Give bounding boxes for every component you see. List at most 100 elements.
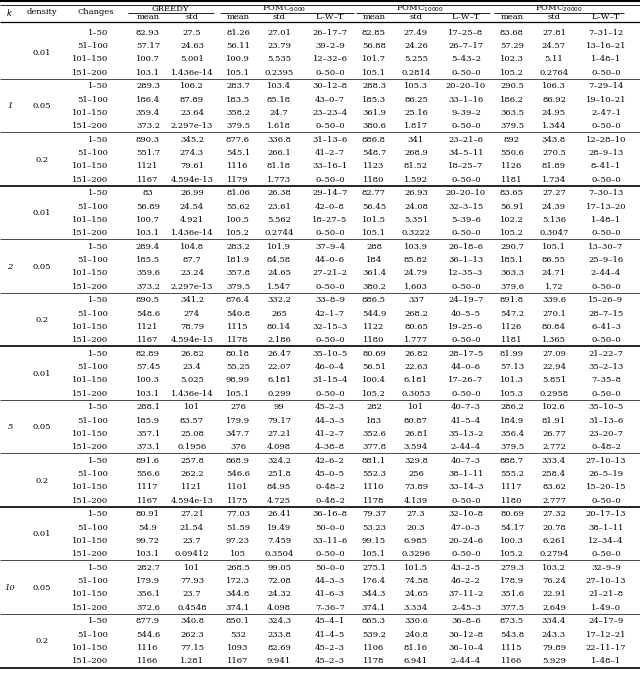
Text: 379.6: 379.6 xyxy=(500,283,524,291)
Text: 6.261: 6.261 xyxy=(542,537,566,545)
Text: 185.9: 185.9 xyxy=(136,416,160,425)
Text: 289.4: 289.4 xyxy=(136,243,160,251)
Text: 276: 276 xyxy=(230,403,246,411)
Text: 1115: 1115 xyxy=(227,323,249,331)
Text: 103.2: 103.2 xyxy=(542,564,566,572)
Text: 1.344: 1.344 xyxy=(542,122,566,130)
Text: 44–3–3: 44–3–3 xyxy=(315,416,345,425)
Text: Changes: Changes xyxy=(77,8,115,16)
Text: 2.297e-13: 2.297e-13 xyxy=(171,283,213,291)
Text: 33–16–1: 33–16–1 xyxy=(312,162,348,170)
Text: 1.773: 1.773 xyxy=(267,176,291,184)
Text: 1–48–1: 1–48–1 xyxy=(591,55,621,64)
Text: 105.2: 105.2 xyxy=(226,229,250,237)
Text: 5–43–2: 5–43–2 xyxy=(451,55,481,64)
Text: 51–100: 51–100 xyxy=(77,524,108,531)
Text: 0–50–0: 0–50–0 xyxy=(451,176,481,184)
Text: 1093: 1093 xyxy=(227,644,249,652)
Text: 5.929: 5.929 xyxy=(542,657,566,665)
Text: 4.725: 4.725 xyxy=(267,497,291,505)
Text: L–W–T: L–W–T xyxy=(316,13,344,21)
Text: 333.4: 333.4 xyxy=(542,457,566,464)
Text: 344.8: 344.8 xyxy=(226,590,250,598)
Text: 290.5: 290.5 xyxy=(500,82,524,90)
Text: 45–2–3: 45–2–3 xyxy=(315,657,345,665)
Text: 377.5: 377.5 xyxy=(500,604,524,612)
Text: L–W–T: L–W–T xyxy=(452,13,480,21)
Text: 20–20–10: 20–20–10 xyxy=(446,189,486,197)
Text: 82.69: 82.69 xyxy=(267,644,291,652)
Text: 101: 101 xyxy=(184,564,200,572)
Text: 78.79: 78.79 xyxy=(180,323,204,331)
Text: 1.365: 1.365 xyxy=(542,337,566,344)
Text: 0–50–0: 0–50–0 xyxy=(591,550,621,558)
Text: 27.27: 27.27 xyxy=(542,189,566,197)
Text: 873.5: 873.5 xyxy=(500,617,524,625)
Text: 102.6: 102.6 xyxy=(542,403,566,411)
Text: 0–50–0: 0–50–0 xyxy=(315,283,345,291)
Text: 240.8: 240.8 xyxy=(404,631,428,639)
Text: 0.2744: 0.2744 xyxy=(264,229,294,237)
Text: 105.1: 105.1 xyxy=(226,69,250,77)
Text: 31–13–6: 31–13–6 xyxy=(312,136,348,144)
Text: 24.7: 24.7 xyxy=(269,109,289,117)
Text: 26–5–19: 26–5–19 xyxy=(588,470,623,478)
Text: 886.8: 886.8 xyxy=(362,136,386,144)
Text: 56.45: 56.45 xyxy=(362,203,386,210)
Text: std: std xyxy=(186,13,198,21)
Text: 357.8: 357.8 xyxy=(226,270,250,277)
Text: 41–5–4: 41–5–4 xyxy=(451,416,481,425)
Text: 31–15–4: 31–15–4 xyxy=(312,377,348,385)
Text: 0–50–0: 0–50–0 xyxy=(315,337,345,344)
Text: 36–16–8: 36–16–8 xyxy=(312,510,348,518)
Text: 100.4: 100.4 xyxy=(362,377,386,385)
Text: 179.9: 179.9 xyxy=(226,416,250,425)
Text: 361.4: 361.4 xyxy=(362,270,386,277)
Text: 1178: 1178 xyxy=(364,657,385,665)
Text: 51–100: 51–100 xyxy=(77,631,108,639)
Text: 1179: 1179 xyxy=(227,176,249,184)
Text: 100.3: 100.3 xyxy=(136,377,160,385)
Text: 17–26–7: 17–26–7 xyxy=(449,377,484,385)
Text: 27–10–13: 27–10–13 xyxy=(586,457,627,464)
Text: 324.2: 324.2 xyxy=(267,457,291,464)
Text: 28–7–15: 28–7–15 xyxy=(588,310,623,318)
Text: 26.81: 26.81 xyxy=(404,430,428,438)
Text: 0.01: 0.01 xyxy=(33,530,51,538)
Text: 50–0–0: 50–0–0 xyxy=(315,524,345,531)
Text: 22–11–17: 22–11–17 xyxy=(586,644,627,652)
Text: 0–50–0: 0–50–0 xyxy=(591,283,621,291)
Text: 27.21: 27.21 xyxy=(180,510,204,518)
Text: 83.68: 83.68 xyxy=(500,28,524,37)
Text: 100.3: 100.3 xyxy=(500,537,524,545)
Text: 876.4: 876.4 xyxy=(226,296,250,304)
Text: 106.2: 106.2 xyxy=(180,82,204,90)
Text: 103.1: 103.1 xyxy=(136,550,160,558)
Text: 1101: 1101 xyxy=(227,483,249,491)
Text: 51–100: 51–100 xyxy=(77,310,108,318)
Text: 345.2: 345.2 xyxy=(180,136,204,144)
Text: 24.57: 24.57 xyxy=(542,42,566,50)
Text: 377.8: 377.8 xyxy=(362,443,386,452)
Text: 1121: 1121 xyxy=(138,162,159,170)
Text: 105.2: 105.2 xyxy=(500,550,524,558)
Text: 12–34–4: 12–34–4 xyxy=(588,537,624,545)
Text: 1180: 1180 xyxy=(364,337,385,344)
Text: 3.594: 3.594 xyxy=(404,443,428,452)
Text: 888.7: 888.7 xyxy=(500,457,524,464)
Text: 20–24–6: 20–24–6 xyxy=(449,537,483,545)
Text: 3.334: 3.334 xyxy=(404,604,428,612)
Text: 25.16: 25.16 xyxy=(404,109,428,117)
Text: 1181: 1181 xyxy=(501,337,523,344)
Text: 551.7: 551.7 xyxy=(136,149,160,157)
Text: 6.941: 6.941 xyxy=(404,657,428,665)
Text: 13–30–7: 13–30–7 xyxy=(588,243,623,251)
Text: 21.54: 21.54 xyxy=(180,524,204,531)
Text: 105.1: 105.1 xyxy=(362,550,386,558)
Text: 865.3: 865.3 xyxy=(362,617,386,625)
Text: 42–6–2: 42–6–2 xyxy=(315,457,345,464)
Text: 25–9–16: 25–9–16 xyxy=(588,256,623,264)
Text: 0–50–0: 0–50–0 xyxy=(591,176,621,184)
Text: 374.1: 374.1 xyxy=(362,604,386,612)
Text: 27–10–13: 27–10–13 xyxy=(586,577,627,585)
